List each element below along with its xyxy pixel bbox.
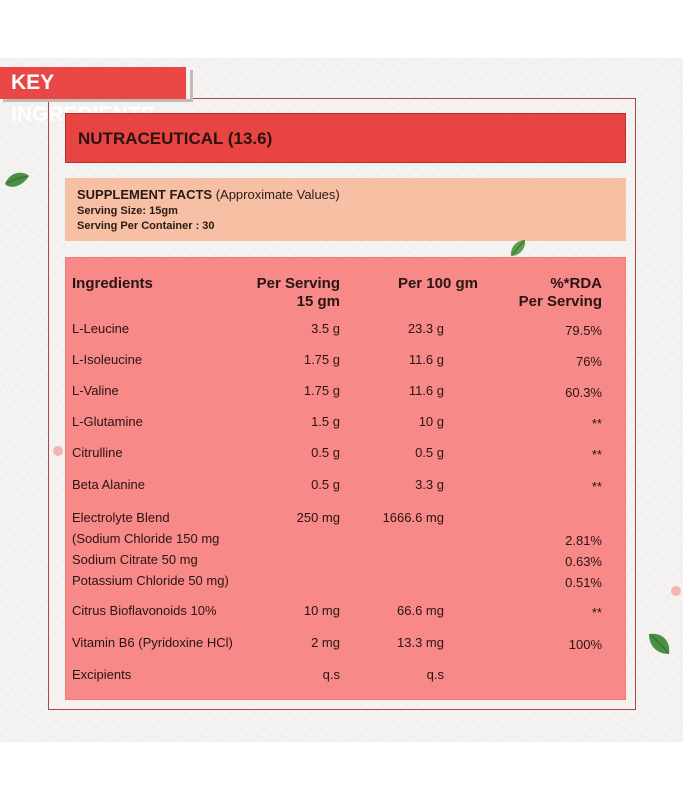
rda-value: 79.5%: [565, 323, 602, 338]
header-rda-line2: Per Serving: [518, 293, 602, 310]
rda-value: **: [591, 447, 602, 462]
ingredient-name: Excipients: [72, 667, 132, 682]
per-serving-value: 0.5 g: [311, 477, 340, 492]
ingredient-name: Electrolyte Blend: [72, 510, 170, 525]
per-serving-value: 250 mg: [296, 510, 340, 525]
per-serving-value: 0.5 g: [311, 445, 340, 460]
rda-value: 2.81%: [565, 533, 602, 548]
ingredient-name: L-Leucine: [72, 321, 130, 336]
leaf-icon: [5, 172, 29, 187]
ingredient-name: L-Isoleucine: [72, 352, 143, 367]
rda-value: **: [591, 416, 602, 431]
per-100-value: 1666.6 mg: [382, 510, 444, 525]
per-100-value: 23.3 g: [407, 321, 444, 336]
ingredient-name: (Sodium Chloride 150 mg: [72, 531, 220, 546]
per-100-value: 11.6 g: [408, 383, 444, 398]
leaf-icon: [510, 240, 526, 256]
rda-value: 0.51%: [565, 575, 602, 590]
ingredient-name: Vitamin B6 (Pyridoxine HCl): [72, 635, 233, 650]
supplement-facts-title: SUPPLEMENT FACTS: [77, 187, 213, 202]
content-frame: [48, 98, 636, 710]
serving-size: Serving Size: 15gm: [77, 205, 178, 217]
rda-value: 0.63%: [565, 554, 602, 569]
ingredient-name: L-Valine: [72, 383, 119, 398]
per-100-value: 11.6 g: [408, 352, 444, 367]
per-serving-value: q.s: [322, 667, 340, 682]
per-serving-value: 1.5 g: [311, 414, 340, 429]
header-per-serving-line1: Per Serving: [256, 275, 340, 292]
rda-value: 60.3%: [565, 385, 602, 400]
per-100-value: 10 g: [418, 414, 444, 429]
per-100-value: 13.3 mg: [397, 635, 444, 650]
rda-value: **: [591, 605, 602, 620]
header-rda: %*RDA Per Serving: [486, 275, 602, 311]
per-serving-value: 2 mg: [311, 635, 340, 650]
header-per-serving: Per Serving 15 gm: [226, 275, 340, 311]
leaf-icon: [649, 633, 670, 654]
per-100-value: q.s: [426, 667, 444, 682]
per-serving-value: 1.75 g: [303, 383, 340, 398]
supplement-facts-heading: SUPPLEMENT FACTS (Approximate Values): [77, 187, 614, 202]
rda-value: 76%: [575, 354, 602, 369]
ingredient-name: Potassium Chloride 50 mg): [72, 573, 229, 588]
per-100-value: 66.6 mg: [397, 603, 444, 618]
per-serving-value: 3.5 g: [311, 321, 340, 336]
serving-per-container: Serving Per Container : 30: [77, 220, 215, 232]
ingredient-name: Beta Alanine: [72, 477, 146, 492]
decorative-dot: [53, 446, 63, 456]
header-rda-line1: %*RDA: [550, 275, 602, 292]
per-serving-value: 10 mg: [303, 603, 340, 618]
ingredients-table: Ingredients Per Serving 15 gm Per 100 gm…: [65, 257, 626, 700]
per-100-value: 0.5 g: [415, 445, 444, 460]
ingredient-name: L-Glutamine: [72, 414, 143, 429]
per-serving-value: 1.75 g: [303, 352, 340, 367]
header-ingredients: Ingredients: [72, 275, 153, 292]
decorative-dot: [671, 586, 681, 596]
supplement-facts-box: SUPPLEMENT FACTS (Approximate Values) Se…: [65, 178, 626, 241]
category-title: NUTRACEUTICAL (13.6): [65, 113, 626, 163]
ingredient-name: Citrulline: [72, 445, 123, 460]
rda-value: **: [591, 479, 602, 494]
ingredient-name: Citrus Bioflavonoids 10%: [72, 603, 217, 618]
ingredient-name: Sodium Citrate 50 mg: [72, 552, 198, 567]
per-100-value: 3.3 g: [415, 477, 444, 492]
header-per-100: Per 100 gm: [397, 275, 478, 292]
rda-value: 100%: [568, 637, 602, 652]
supplement-facts-subtitle: (Approximate Values): [215, 187, 340, 202]
header-per-serving-line2: 15 gm: [296, 293, 340, 310]
key-ingredients-tab: KEY INGREDIENTS: [0, 67, 190, 126]
